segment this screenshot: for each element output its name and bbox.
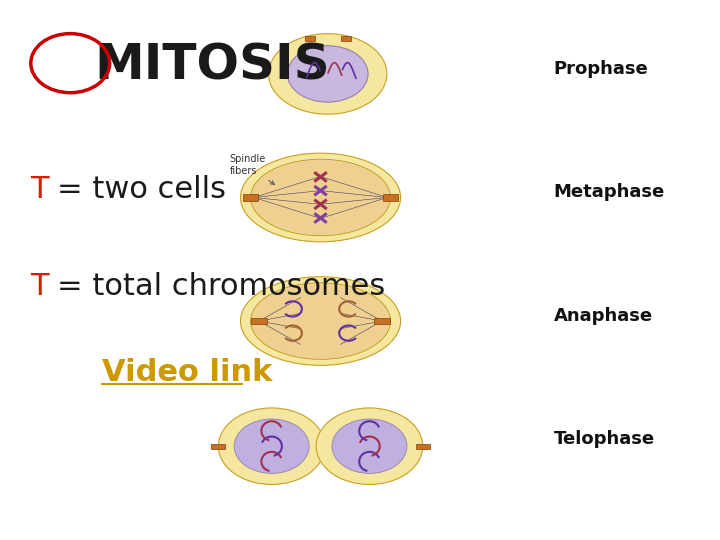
FancyBboxPatch shape (305, 36, 315, 40)
Text: = total chromosomes: = total chromosomes (58, 272, 386, 301)
Ellipse shape (269, 33, 387, 114)
Ellipse shape (316, 408, 423, 484)
Text: Prophase: Prophase (554, 59, 649, 78)
Text: Anaphase: Anaphase (554, 307, 653, 325)
FancyBboxPatch shape (383, 194, 398, 201)
Text: T: T (30, 175, 48, 204)
Ellipse shape (240, 276, 400, 366)
Ellipse shape (251, 159, 390, 236)
Ellipse shape (234, 419, 309, 474)
Text: MITOSIS: MITOSIS (94, 42, 330, 90)
Ellipse shape (218, 408, 325, 484)
FancyBboxPatch shape (341, 36, 351, 40)
Text: Spindle
fibers: Spindle fibers (230, 154, 274, 185)
FancyBboxPatch shape (416, 443, 431, 449)
FancyBboxPatch shape (251, 318, 267, 324)
Ellipse shape (332, 419, 407, 474)
Text: = two cells: = two cells (58, 175, 226, 204)
FancyBboxPatch shape (374, 318, 390, 324)
Ellipse shape (251, 283, 390, 359)
Text: Video link: Video link (102, 357, 272, 387)
Text: Telophase: Telophase (554, 430, 654, 448)
Ellipse shape (287, 46, 368, 102)
FancyBboxPatch shape (243, 194, 258, 201)
Text: Metaphase: Metaphase (554, 183, 665, 201)
Text: T: T (30, 272, 48, 301)
Ellipse shape (240, 153, 400, 242)
FancyBboxPatch shape (211, 443, 225, 449)
